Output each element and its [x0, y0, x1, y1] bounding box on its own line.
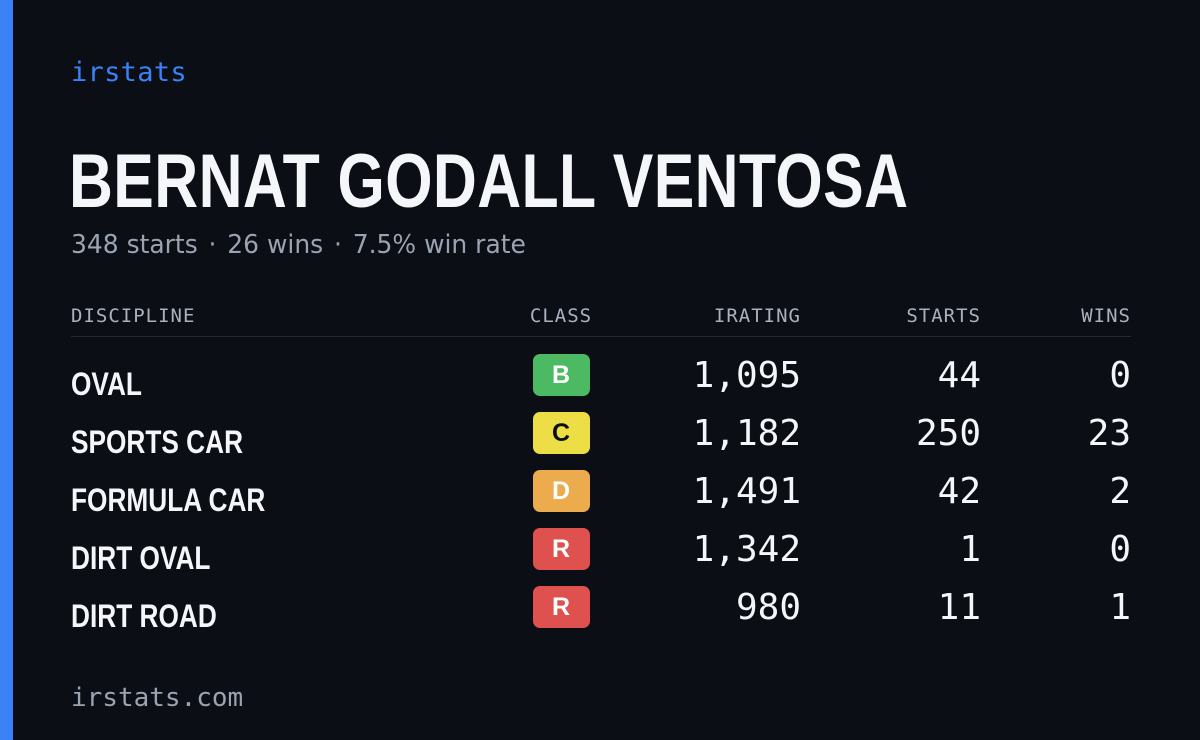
irating-value: 1,491 [692, 470, 801, 512]
license-class-badge: R [532, 528, 590, 570]
wins-summary: 26 wins [227, 230, 324, 260]
header-starts: STARTS [801, 296, 981, 337]
win-rate-summary: 7.5% win rate [352, 230, 526, 260]
starts-value: 250 [915, 412, 981, 454]
irating-value: 1,095 [692, 354, 801, 396]
table-row: FORMULA CAR D 1,491 42 2 [71, 465, 1131, 523]
starts-summary: 348 starts [71, 230, 198, 260]
starts-value: 1 [959, 528, 981, 570]
driver-summary: 348 starts · 26 wins · 7.5% win rate [71, 228, 526, 262]
driver-name: BERNAT GODALL VENTOSA [69, 139, 909, 224]
wins-value: 2 [1109, 470, 1131, 512]
wins-value: 23 [1087, 412, 1131, 454]
irating-value: 980 [735, 586, 801, 628]
table-row: DIRT OVAL R 1,342 1 0 [71, 523, 1131, 581]
header-discipline: DISCIPLINE [71, 296, 501, 337]
table-row: SPORTS CAR C 1,182 250 23 [71, 407, 1131, 465]
starts-value: 42 [937, 470, 981, 512]
license-class-badge: B [532, 354, 590, 396]
footer-site-url: irstats.com [71, 683, 244, 713]
table-row: DIRT ROAD R 980 11 1 [71, 581, 1131, 639]
discipline-name: SPORTS CAR [71, 423, 244, 460]
starts-value: 11 [937, 586, 981, 628]
wins-value: 0 [1109, 354, 1131, 396]
table-header-row: DISCIPLINE CLASS IRATING STARTS WINS [71, 296, 1131, 337]
discipline-name: DIRT OVAL [71, 539, 211, 576]
discipline-stats-table: DISCIPLINE CLASS IRATING STARTS WINS OVA… [71, 296, 1131, 639]
wins-value: 0 [1109, 528, 1131, 570]
discipline-name: DIRT ROAD [71, 597, 217, 634]
accent-bar [0, 0, 13, 740]
starts-value: 44 [937, 354, 981, 396]
license-class-badge: D [532, 470, 590, 512]
header-class: CLASS [501, 296, 621, 337]
license-class-badge: R [532, 586, 590, 628]
license-class-badge: C [532, 412, 590, 454]
table-row: OVAL B 1,095 44 0 [71, 337, 1131, 408]
separator-dot: · [208, 230, 217, 260]
discipline-name: FORMULA CAR [71, 481, 266, 518]
header-irating: IRATING [621, 296, 801, 337]
irating-value: 1,342 [692, 528, 801, 570]
wins-value: 1 [1109, 586, 1131, 628]
separator-dot: · [333, 230, 342, 260]
discipline-name: OVAL [71, 365, 142, 402]
brand-logo-text: irstats [71, 57, 187, 88]
irating-value: 1,182 [692, 412, 801, 454]
header-wins: WINS [981, 296, 1131, 337]
